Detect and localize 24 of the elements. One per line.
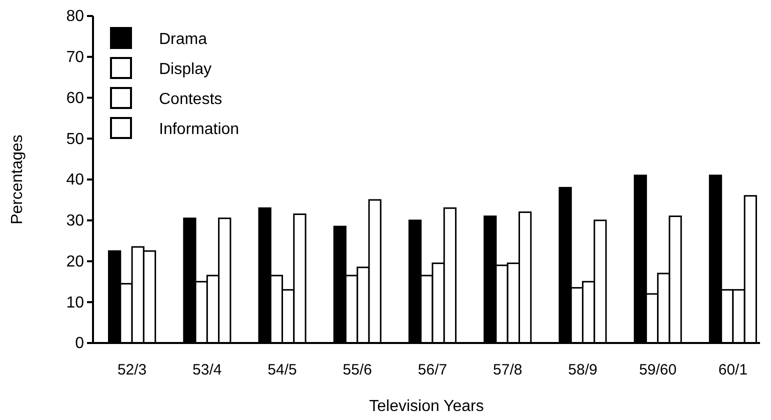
y-tick-label: 30 (66, 212, 84, 230)
legend-label: Information (159, 121, 240, 138)
x-tick-label: 52/3 (117, 362, 147, 378)
y-tick-label: 70 (66, 48, 84, 66)
y-axis-title: Percentages (9, 134, 26, 224)
x-tick-label: 53/4 (192, 362, 222, 378)
legend-label: Contests (159, 91, 222, 108)
x-tick-label: 60/1 (718, 362, 748, 378)
x-tick-label: 56/7 (418, 362, 448, 378)
legend-label: Display (159, 61, 212, 78)
y-tick-label: 80 (66, 8, 84, 26)
x-tick-label: 59/60 (639, 362, 677, 378)
x-tick-label: 54/5 (268, 362, 297, 378)
x-tick-label: 57/8 (493, 362, 522, 378)
x-tick-label: 55/6 (342, 362, 372, 378)
y-tick-label: 20 (66, 253, 84, 270)
y-tick-label: 10 (66, 294, 84, 312)
x-tick-label: 58/9 (568, 362, 598, 378)
y-tick-label: 60 (66, 90, 84, 107)
y-tick-label: 50 (66, 130, 84, 148)
legend-label: Drama (159, 31, 208, 48)
y-tick-label: 40 (66, 172, 84, 189)
y-tick-label: 0 (75, 335, 84, 352)
x-axis-title: Television Years (369, 398, 484, 415)
